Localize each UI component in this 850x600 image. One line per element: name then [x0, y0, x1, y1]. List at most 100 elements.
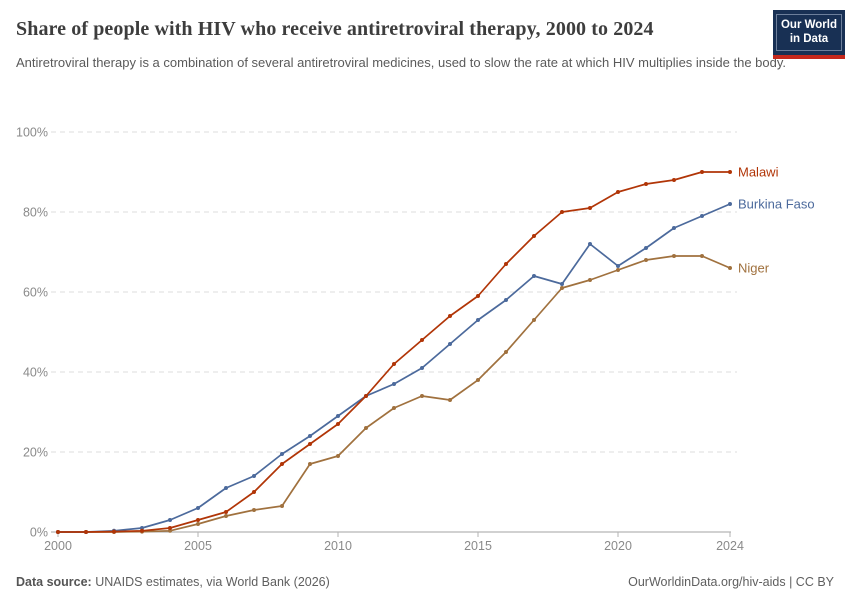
x-axis: 2000 2005 2010 2015 2020 2024 [44, 531, 744, 553]
x-tick-label-2020: 2020 [604, 539, 632, 553]
point-niger-2011 [364, 426, 368, 430]
gridlines [51, 131, 737, 453]
point-burkina-faso-2007 [252, 474, 256, 478]
point-malawi-2001 [84, 530, 88, 534]
point-malawi-2019 [588, 206, 592, 210]
chart-subtitle: Antiretroviral therapy is a combination … [16, 55, 787, 70]
y-tick-label-100: 100% [16, 126, 48, 140]
chart-canvas: 0%20%40%60%80%100%2000 2005 2010 2015 2020 20… [16, 126, 815, 554]
point-burkina-faso-2005 [196, 506, 200, 510]
point-burkina-faso-2004 [168, 518, 172, 522]
point-burkina-faso-2016 [504, 298, 508, 302]
point-niger-2009 [308, 462, 312, 466]
point-niger-2008 [280, 504, 284, 508]
y-axis-labels: 0% 20% 40% 60% 80% 100% [16, 126, 48, 540]
y-tick-label-40: 40% [23, 366, 48, 380]
point-burkina-faso-2015 [476, 318, 480, 322]
y-tick-label-20: 20% [23, 446, 48, 460]
point-malawi-2010 [336, 422, 340, 426]
point-burkina-faso-2018 [560, 282, 564, 286]
point-malawi-2015 [476, 294, 480, 298]
data-source: Data source: UNAIDS estimates, via World… [16, 575, 330, 589]
point-niger-2016 [504, 350, 508, 354]
point-niger-2010 [336, 454, 340, 458]
point-burkina-faso-2010 [336, 414, 340, 418]
point-burkina-faso-2014 [448, 342, 452, 346]
point-niger-2021 [644, 258, 648, 262]
point-malawi-2004 [168, 526, 172, 530]
x-tick-label-2024: 2024 [716, 539, 744, 553]
point-niger-2006 [224, 514, 228, 518]
data-source-label: Data source: [16, 575, 92, 589]
point-niger-2022 [672, 254, 676, 258]
credit-line: OurWorldinData.org/hiv-aids | CC BY [628, 575, 834, 589]
line-chart-area: 0% 20% 40% 60% 80% 100% 2000 2005 2010 2015 2020 20… [0, 112, 850, 560]
point-burkina-faso-2021 [644, 246, 648, 250]
point-malawi-2024 [728, 170, 732, 174]
line-malawi [57, 171, 731, 533]
series-burkina-faso: Burkina Faso [56, 197, 815, 534]
point-burkina-faso-2019 [588, 242, 592, 246]
point-malawi-2007 [252, 490, 256, 494]
point-burkina-faso-2012 [392, 382, 396, 386]
series-label-malawi: Malawi [738, 165, 779, 180]
point-burkina-faso-2024 [728, 202, 732, 206]
point-burkina-faso-2006 [224, 486, 228, 490]
point-niger-2015 [476, 378, 480, 382]
point-malawi-2016 [504, 262, 508, 266]
point-niger-2007 [252, 508, 256, 512]
point-niger-2005 [196, 522, 200, 526]
point-niger-2023 [700, 254, 704, 258]
y-tick-label-60: 60% [23, 286, 48, 300]
y-tick-label-80: 80% [23, 206, 48, 220]
line-niger [57, 255, 731, 533]
x-tick-label-2005: 2005 [184, 539, 212, 553]
point-niger-2014 [448, 398, 452, 402]
data-source-text: UNAIDS estimates, via World Bank (2026) [91, 575, 330, 589]
point-malawi-2005 [196, 518, 200, 522]
owid-logo-box: Our World in Data [773, 10, 845, 55]
point-malawi-2000 [56, 530, 60, 534]
point-niger-2012 [392, 406, 396, 410]
series-label-niger: Niger [738, 261, 770, 276]
point-niger-2004 [168, 528, 172, 533]
series-label-burkina-faso: Burkina Faso [738, 197, 815, 212]
point-burkina-faso-2020 [616, 264, 620, 268]
point-niger-2019 [588, 278, 592, 282]
point-malawi-2006 [224, 510, 228, 514]
x-tick-label-2000: 2000 [44, 539, 72, 553]
point-burkina-faso-2017 [532, 274, 536, 278]
point-malawi-2014 [448, 314, 452, 318]
point-burkina-faso-2009 [308, 434, 312, 438]
x-tick-label-2015: 2015 [464, 539, 492, 553]
point-malawi-2023 [700, 170, 704, 174]
point-niger-2013 [420, 394, 424, 398]
point-malawi-2009 [308, 442, 312, 446]
chart-header: Share of people with HIV who receive ant… [0, 0, 850, 73]
y-tick-label-0: 0% [30, 526, 48, 540]
page-title: Share of people with HIV who receive ant… [16, 18, 654, 40]
owid-logo-line2: in Data [789, 33, 829, 46]
point-malawi-2020 [616, 190, 620, 194]
point-malawi-2008 [280, 462, 284, 466]
series-malawi: Malawi [56, 165, 779, 534]
point-niger-2017 [532, 318, 536, 322]
point-malawi-2017 [532, 234, 536, 238]
point-malawi-2013 [420, 338, 424, 342]
point-burkina-faso-2003 [140, 526, 144, 530]
owid-logo: Our World in Data [773, 10, 845, 59]
point-malawi-2022 [672, 178, 676, 182]
series-niger: Niger [56, 254, 770, 534]
point-malawi-2021 [644, 182, 648, 186]
line-burkina-faso [57, 203, 731, 533]
point-burkina-faso-2013 [420, 366, 424, 370]
point-niger-2024 [728, 266, 732, 270]
owid-logo-text: Our World in Data [776, 14, 842, 51]
owid-logo-red-bar [773, 54, 845, 59]
point-malawi-2018 [560, 210, 564, 214]
point-malawi-2011 [364, 394, 368, 398]
point-malawi-2012 [392, 362, 396, 366]
chart-footer: Data source: UNAIDS estimates, via World… [16, 575, 834, 589]
point-malawi-2003 [140, 528, 144, 533]
